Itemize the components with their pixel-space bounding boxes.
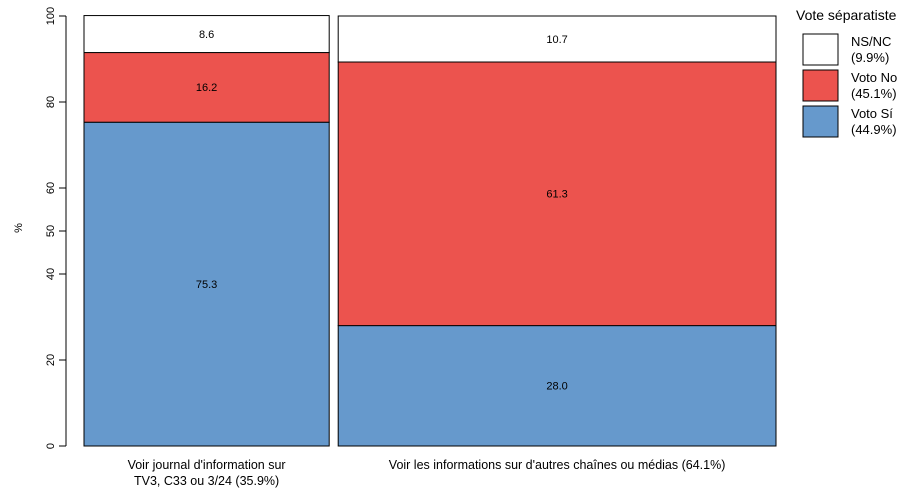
- data-label: 61.3: [546, 189, 567, 201]
- bar-segment: [337, 325, 777, 447]
- data-label: 28.0: [546, 381, 567, 393]
- x-category-label: Voir journal d'information sur: [128, 458, 286, 472]
- legend-swatch: [802, 69, 839, 102]
- legend-entry-label: Voto No: [851, 70, 897, 85]
- y-axis-title: %: [13, 223, 25, 233]
- bar-segment: [83, 121, 330, 447]
- legend-swatch: [802, 33, 839, 66]
- legend-title: Vote séparatiste: [796, 7, 897, 23]
- data-label: 8.6: [199, 29, 214, 41]
- y-tick-label: 100: [45, 7, 57, 25]
- legend-swatch: [802, 105, 839, 138]
- bar-segment: [83, 52, 330, 123]
- y-tick-label: 0: [45, 443, 57, 449]
- data-label: 16.2: [196, 82, 217, 94]
- legend-entry-percent: (9.9%): [851, 50, 889, 65]
- bar-segment: [337, 61, 777, 327]
- y-tick-label: 40: [45, 268, 57, 280]
- legend-entry-label: NS/NC: [851, 34, 891, 49]
- bar-segment: [337, 15, 777, 63]
- y-tick-label: 50: [45, 225, 57, 237]
- y-tick-label: 80: [45, 96, 57, 108]
- legend-entry-label: Voto Sí: [851, 106, 893, 121]
- bar-segment: [83, 15, 330, 54]
- legend-entry-percent: (44.9%): [851, 122, 897, 137]
- x-category-label: TV3, C33 ou 3/24 (35.9%): [134, 474, 279, 488]
- y-tick-label: 20: [45, 354, 57, 366]
- data-label: 75.3: [196, 279, 217, 291]
- data-label: 10.7: [546, 34, 567, 46]
- legend-entry-percent: (45.1%): [851, 86, 897, 101]
- y-tick-label: 60: [45, 182, 57, 194]
- x-category-label: Voir les informations sur d'autres chaîn…: [389, 458, 726, 472]
